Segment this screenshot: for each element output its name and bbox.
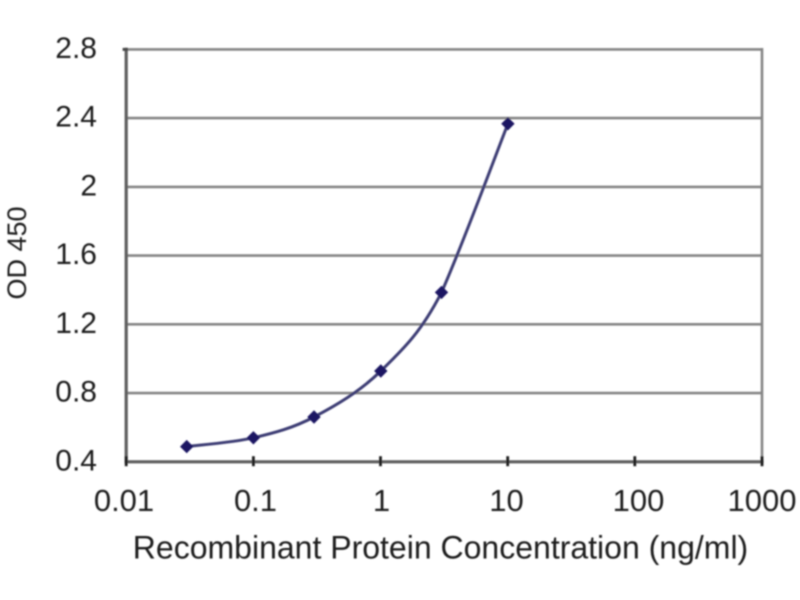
svg-text:0.01: 0.01 [94,483,154,518]
svg-text:Recombinant Protein Concentrat: Recombinant Protein Concentration (ng/ml… [133,530,748,566]
svg-text:2.4: 2.4 [55,101,97,134]
svg-text:100: 100 [613,483,665,518]
svg-text:1000: 1000 [728,483,797,518]
svg-text:1: 1 [373,483,390,518]
svg-text:1.6: 1.6 [55,238,97,271]
svg-text:0.8: 0.8 [55,376,97,409]
svg-text:0.4: 0.4 [55,444,97,477]
svg-text:0.1: 0.1 [234,483,277,518]
svg-text:OD 450: OD 450 [2,206,32,299]
svg-text:1.2: 1.2 [55,307,97,340]
svg-text:2.8: 2.8 [55,32,97,65]
svg-text:2: 2 [80,169,97,202]
svg-text:10: 10 [489,483,523,518]
